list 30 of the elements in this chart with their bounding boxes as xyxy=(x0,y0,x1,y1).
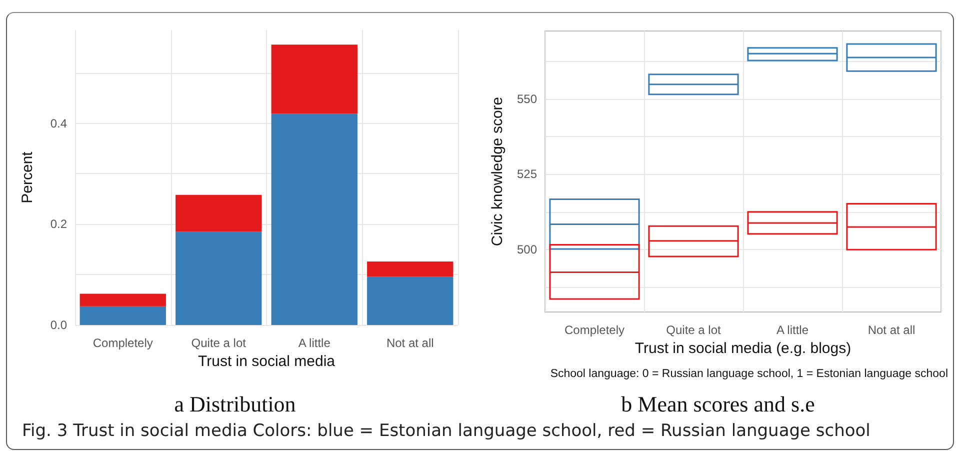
y-tick-label: 525 xyxy=(516,167,538,182)
x-tick-label: Quite a lot xyxy=(666,323,722,337)
y-tick-label: 550 xyxy=(516,92,538,106)
bar xyxy=(367,276,454,325)
x-axis-title: Trust in social media xyxy=(198,352,336,370)
y-tick-label: 0.4 xyxy=(50,116,68,130)
bar xyxy=(80,294,166,306)
bar xyxy=(271,44,358,114)
bar xyxy=(80,306,166,325)
text: a Distribution xyxy=(174,392,296,416)
x-tick-label: Not at all xyxy=(386,336,434,350)
bar xyxy=(271,114,358,325)
bar xyxy=(176,232,262,325)
y-tick-label: 500 xyxy=(516,242,538,257)
x-tick-label: Not at all xyxy=(868,323,916,337)
y-axis-title: Percent xyxy=(19,150,36,204)
caption: Fig. 3 Trust in social media Colors: blue = Estonian language school, red = Russian language school xyxy=(22,421,870,441)
y-tick-label: 0.2 xyxy=(50,217,68,232)
x-tick-label: A little xyxy=(776,323,809,337)
bar xyxy=(176,194,262,232)
x-tick-label: A little xyxy=(298,336,331,350)
x-tick-label: Quite a lot xyxy=(191,336,247,350)
y-axis-title: Civic knowledge score xyxy=(489,96,506,246)
text: b Mean scores and s.e xyxy=(621,392,815,416)
y-tick-label: 0.0 xyxy=(50,318,68,332)
x-tick-label: Completely xyxy=(564,323,625,337)
text: School language: 0 = Russian language school, 1 = Estonian language school xyxy=(550,368,948,380)
x-axis-title: Trust in social media (e.g. blogs) xyxy=(634,340,852,357)
x-tick-label: Completely xyxy=(92,336,153,350)
bar xyxy=(367,261,454,277)
